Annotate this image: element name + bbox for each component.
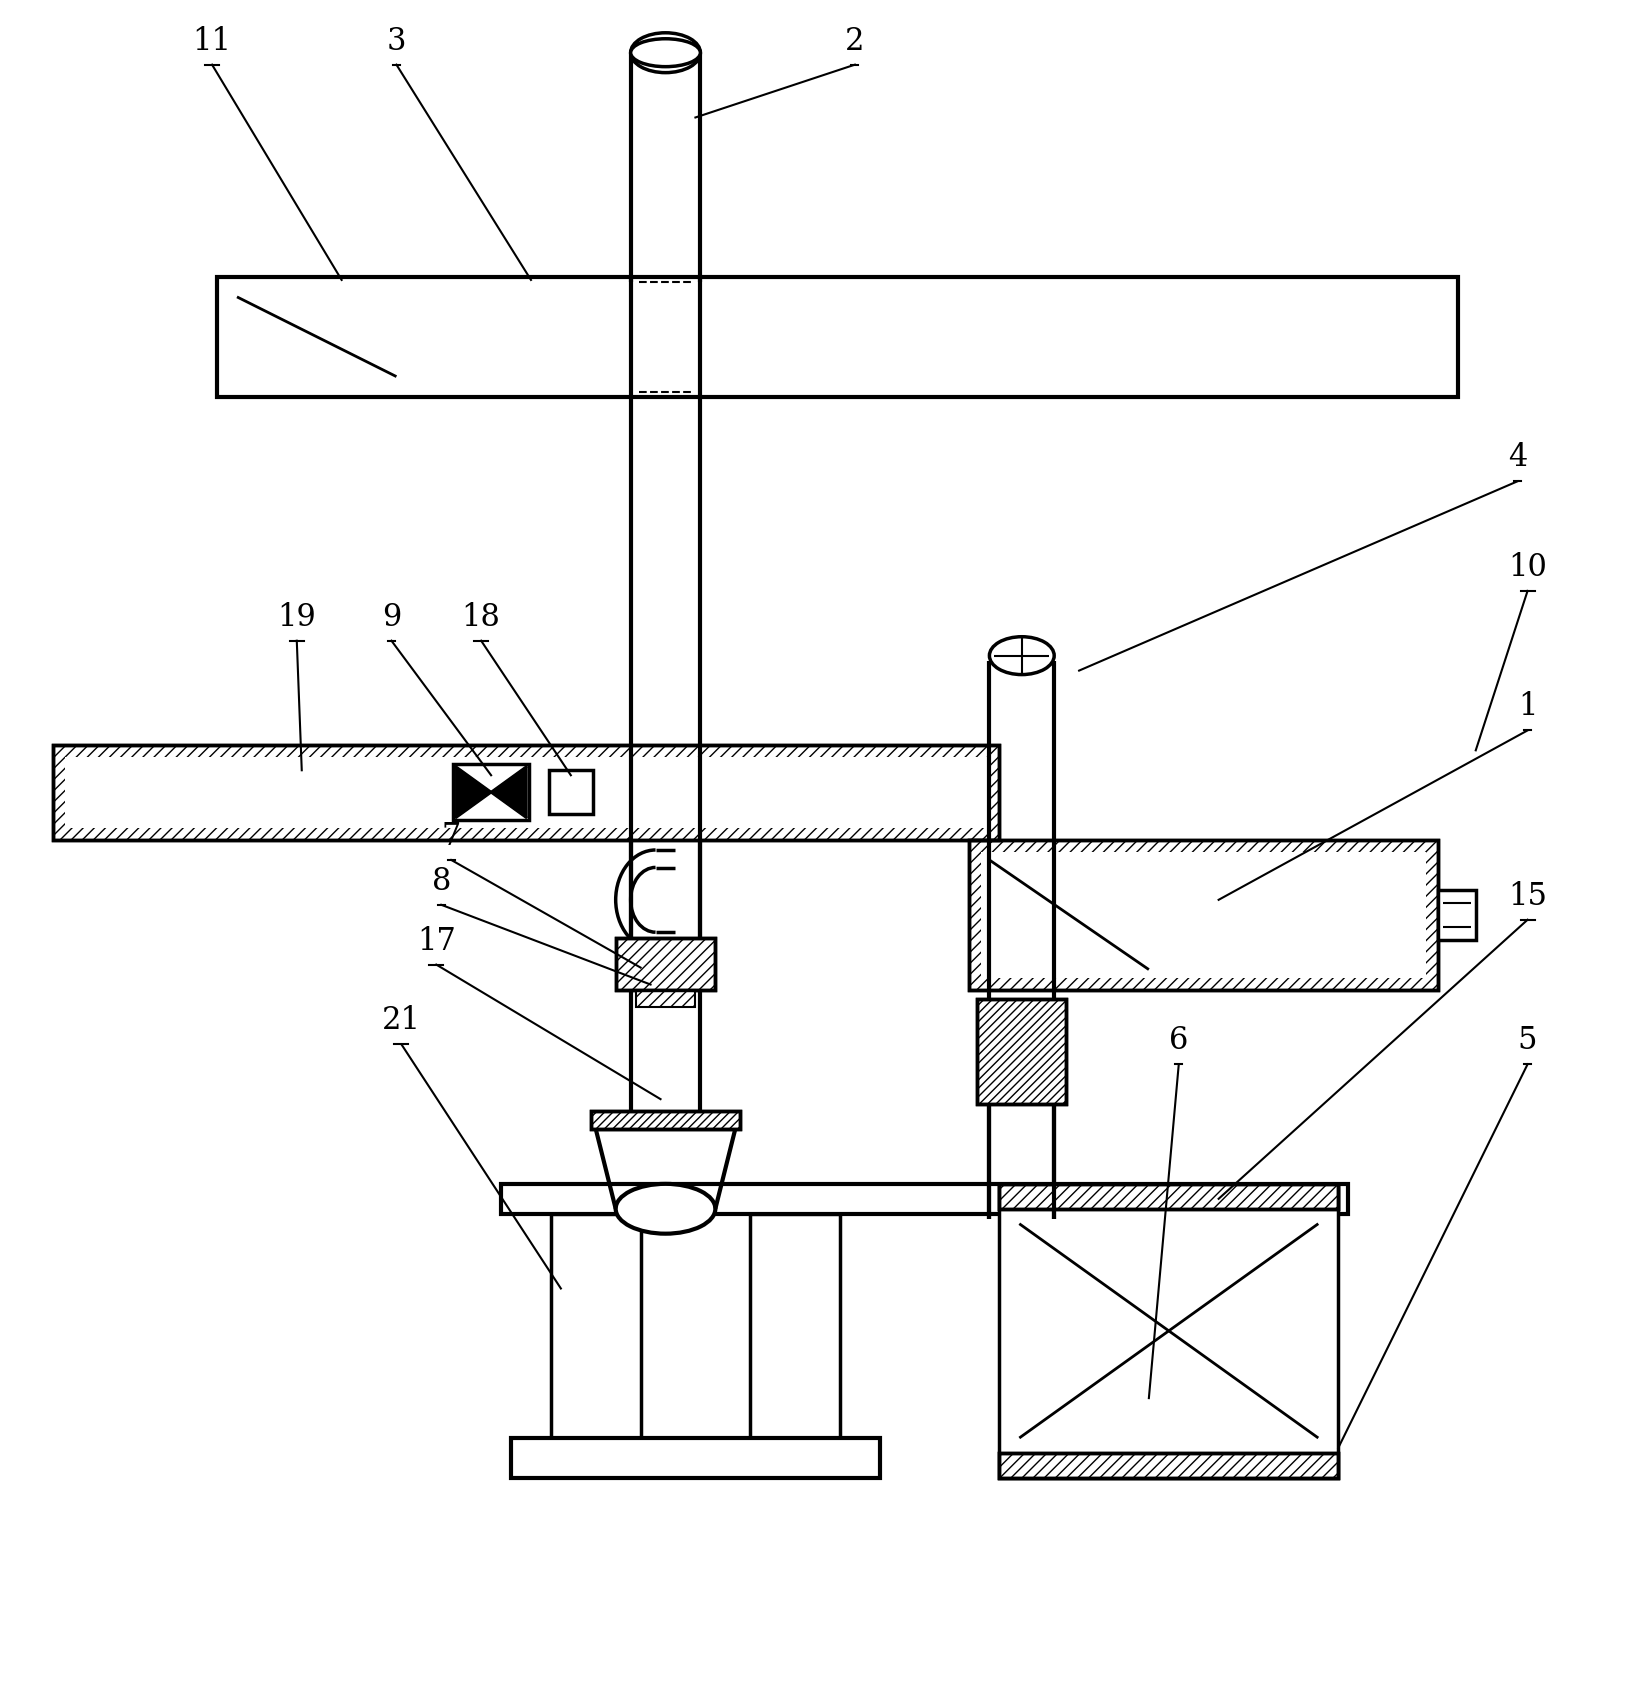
Bar [1438, 891, 1476, 940]
Bar [982, 852, 1426, 977]
Bar [1000, 1453, 1338, 1478]
Bar [511, 1437, 879, 1478]
Text: 19: 19 [278, 601, 315, 633]
Bar [977, 999, 1065, 1104]
Ellipse shape [990, 637, 1054, 674]
Bar [453, 764, 529, 819]
Ellipse shape [631, 39, 701, 66]
Text: 1: 1 [1518, 691, 1538, 723]
Text: 3: 3 [387, 25, 407, 56]
Polygon shape [456, 767, 492, 818]
Text: 2: 2 [845, 25, 864, 56]
Bar [217, 278, 1458, 396]
Bar [592, 1111, 740, 1129]
Bar [1000, 1183, 1338, 1478]
Bar [969, 840, 1438, 989]
Bar [1000, 1183, 1338, 1209]
Text: 5: 5 [1518, 1026, 1538, 1056]
Text: 17: 17 [417, 926, 456, 957]
Text: 9: 9 [382, 601, 400, 633]
Bar [52, 745, 1000, 840]
Bar [551, 1214, 641, 1442]
Text: 7: 7 [441, 821, 461, 852]
Text: 8: 8 [431, 865, 451, 897]
Bar [636, 989, 696, 1007]
Bar [1000, 1453, 1338, 1478]
Text: 18: 18 [462, 601, 500, 633]
Bar [969, 840, 1438, 989]
Text: 11: 11 [193, 25, 232, 56]
Bar [65, 757, 987, 828]
Text: 21: 21 [382, 1006, 422, 1036]
Ellipse shape [616, 1183, 716, 1234]
Bar [549, 770, 593, 814]
Polygon shape [492, 767, 528, 818]
Text: 4: 4 [1508, 442, 1528, 474]
Text: 10: 10 [1508, 552, 1547, 582]
Bar [592, 1111, 740, 1129]
Bar [502, 1183, 1348, 1214]
Bar [1000, 1183, 1338, 1209]
Ellipse shape [631, 32, 701, 73]
Bar [750, 1214, 840, 1442]
Bar [616, 938, 716, 989]
Bar [616, 938, 716, 989]
Bar [52, 745, 1000, 840]
Bar [977, 999, 1065, 1104]
Text: 15: 15 [1508, 880, 1547, 913]
Text: 6: 6 [1168, 1026, 1188, 1056]
